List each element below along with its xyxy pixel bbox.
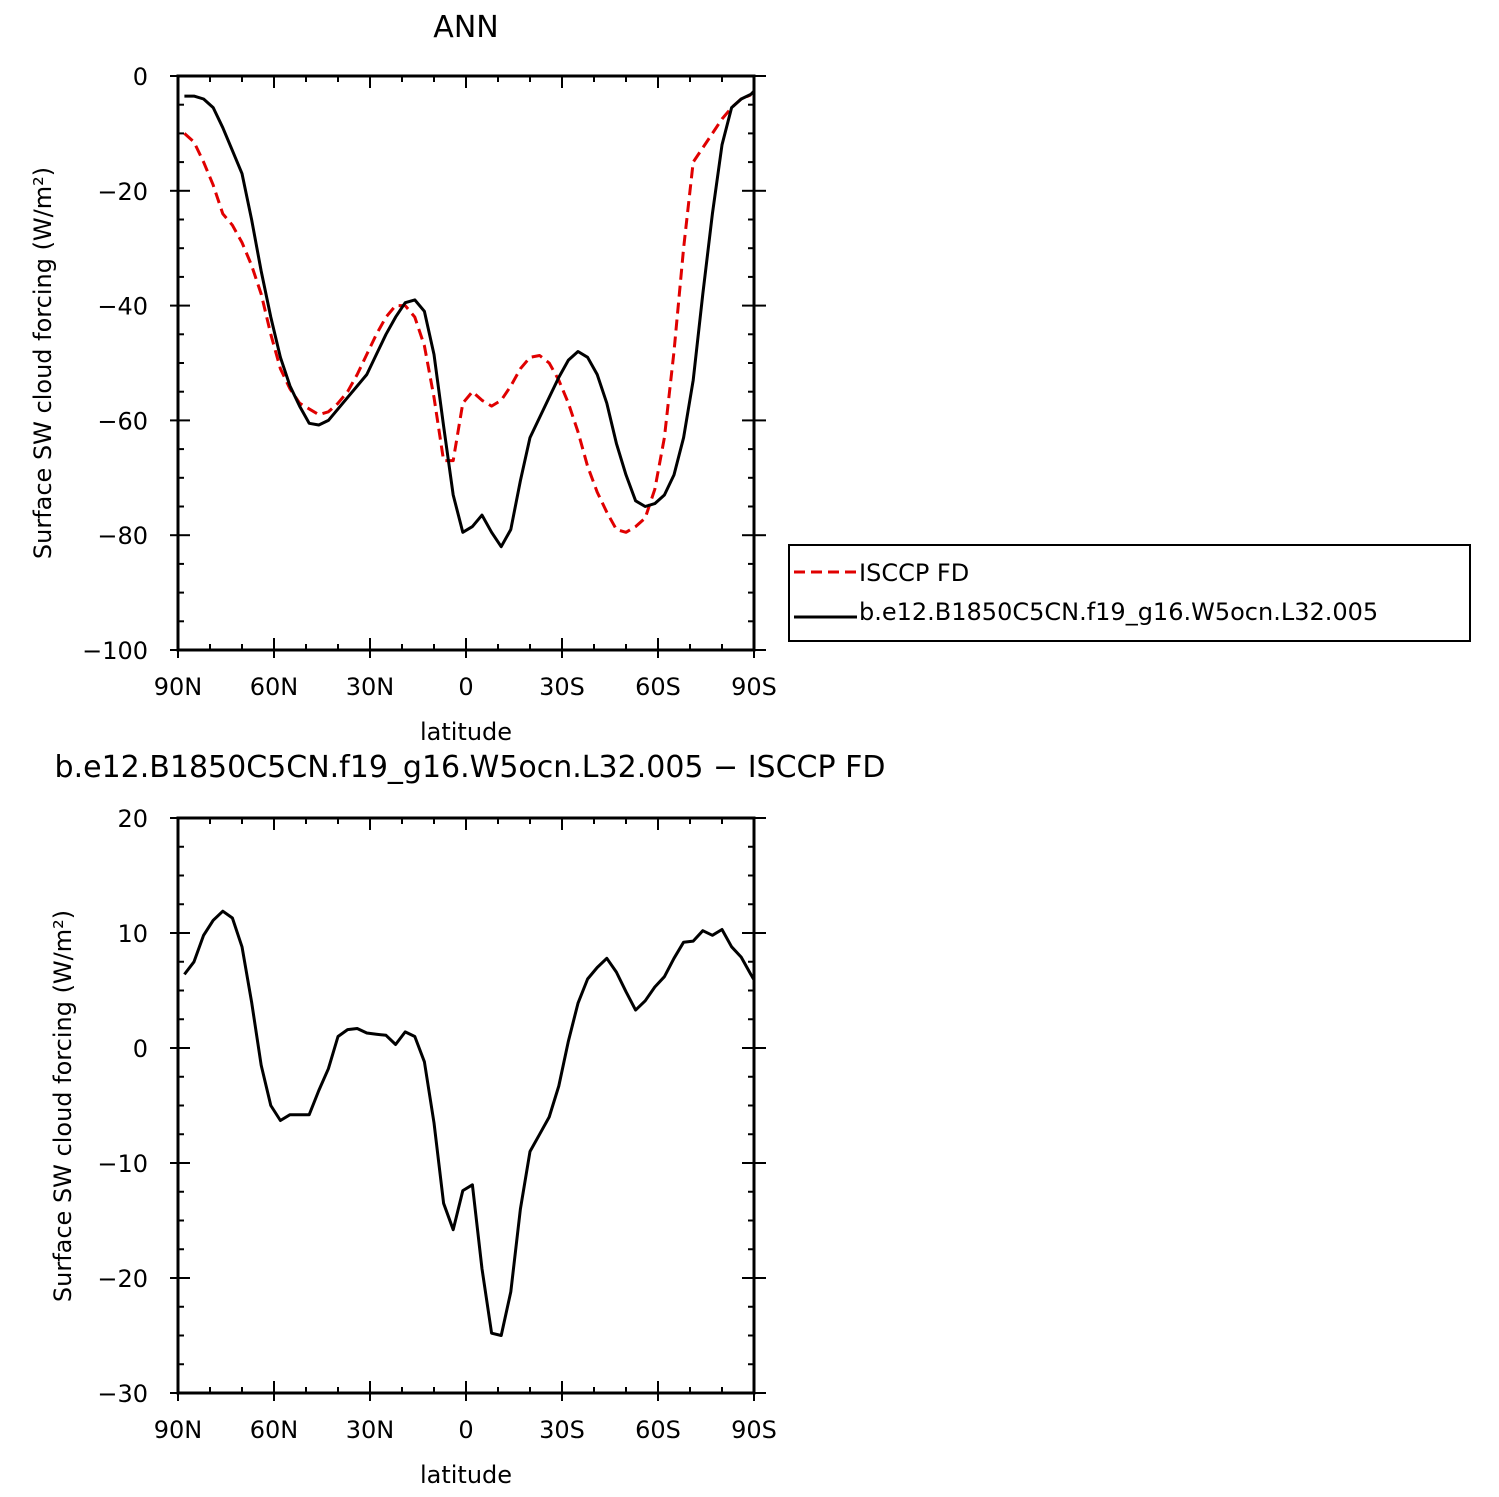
- top-x-tick-label: 90S: [731, 673, 777, 701]
- top-series-lines: [183, 88, 754, 549]
- bottom-x-tick-label: 60N: [250, 1416, 299, 1444]
- bottom-x-tick-label: 90S: [731, 1416, 777, 1444]
- top-chart-title: ANN: [433, 10, 498, 45]
- bottom-plot-frame: [176, 816, 756, 1395]
- bottom-chart-title: b.e12.B1850C5CN.f19_g16.W5ocn.L32.005 − …: [55, 750, 886, 785]
- top-ticks: [170, 75, 766, 658]
- top-y-tick-label: −80: [97, 522, 148, 550]
- bottom-x-tick-label: 60S: [635, 1416, 681, 1444]
- top-y-tick-label: −100: [82, 637, 148, 665]
- bottom-x-tick-label: 30S: [539, 1416, 585, 1444]
- top-y-tick-label: −60: [97, 407, 148, 435]
- top-plot-frame: [176, 74, 756, 652]
- top-x-tick-labels: 90N 60N 30N 0 30S 60S 90S: [154, 673, 777, 701]
- top-panel: ANN 0−20−40−60−80−100 90N 60N 30N 0 30S 60S 90…: [29, 10, 1471, 746]
- bottom-panel: b.e12.B1850C5CN.f19_g16.W5ocn.L32.005 − …: [49, 750, 885, 1489]
- top-x-axis-label: latitude: [420, 718, 512, 746]
- top-x-tick-label: 90N: [154, 673, 203, 701]
- legend-label-isccp: ISCCP FD: [859, 559, 969, 587]
- top-x-tick-label: 30S: [539, 673, 585, 701]
- legend-label-model: b.e12.B1850C5CN.f19_g16.W5ocn.L32.005: [859, 598, 1378, 626]
- legend-box: [788, 544, 1471, 642]
- top-y-tick-label: 0: [133, 63, 148, 91]
- bottom-x-tick-label: 0: [458, 1416, 473, 1444]
- bottom-ticks: [170, 817, 766, 1401]
- bottom-y-tick-label: −20: [97, 1265, 148, 1293]
- bottom-y-tick-label: −10: [97, 1150, 148, 1178]
- bottom-series-lines: [183, 909, 754, 1337]
- top-series-line-0: [183, 93, 752, 534]
- bottom-x-tick-label: 30N: [346, 1416, 395, 1444]
- top-x-tick-label: 30N: [346, 673, 395, 701]
- bottom-y-tick-label: 20: [117, 805, 148, 833]
- legend: ISCCP FD b.e12.B1850C5CN.f19_g16.W5ocn.L…: [788, 544, 1471, 642]
- bottom-y-tick-label: 10: [117, 920, 148, 948]
- bottom-x-tick-label: 90N: [154, 1416, 203, 1444]
- bottom-x-tick-labels: 90N 60N 30N 0 30S 60S 90S: [154, 1416, 777, 1444]
- bottom-y-tick-label: 0: [133, 1035, 148, 1063]
- top-x-tick-label: 60N: [250, 673, 299, 701]
- top-series-line-1: [184, 88, 754, 549]
- bottom-y-axis-label: Surface SW cloud forcing (W/m²): [49, 910, 77, 1302]
- top-y-axis-label: Surface SW cloud forcing (W/m²): [29, 167, 57, 559]
- top-x-tick-label: 60S: [635, 673, 681, 701]
- top-x-tick-label: 0: [458, 673, 473, 701]
- bottom-x-axis-label: latitude: [420, 1461, 512, 1489]
- top-y-tick-labels: 0 −20 −40 −60 −80 −100: [82, 63, 148, 665]
- top-y-tick-label: −20: [97, 178, 148, 206]
- top-y-tick-label: −40: [97, 293, 148, 321]
- bottom-y-tick-labels: 20 10 0 −10 −20 −30: [97, 805, 148, 1408]
- bottom-y-tick-label: −30: [97, 1380, 148, 1408]
- bottom-series-line-0: [183, 909, 754, 1337]
